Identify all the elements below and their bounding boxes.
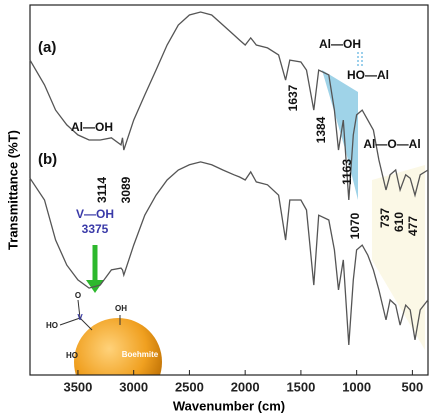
x-tick-label: 500 — [402, 379, 424, 394]
annotation: V—OH — [76, 207, 114, 221]
boehmite-sphere — [74, 318, 162, 375]
series-label: (a) — [38, 39, 56, 56]
peak-label: 3089 — [119, 176, 133, 203]
peak-label: 1637 — [286, 84, 300, 111]
annotation: Al—OH — [71, 120, 113, 134]
x-axis-label: Wavenumber (cm) — [173, 398, 285, 413]
annotation: Al—O—Al — [363, 137, 420, 151]
x-tick-label: 3500 — [63, 379, 92, 394]
x-tick-label: 1000 — [342, 379, 371, 394]
x-tick-label: 2000 — [231, 379, 260, 394]
annotation: Al—OH — [319, 37, 361, 51]
inset-label: O — [75, 291, 81, 300]
x-tick-label: 3000 — [119, 379, 148, 394]
y-axis-label: Transmittance (%T) — [5, 130, 20, 250]
peak-label: 1070 — [348, 212, 362, 239]
peak-label: 477 — [406, 216, 420, 236]
inset-label: OH — [115, 304, 127, 313]
peak-label: 3114 — [95, 177, 109, 203]
peak-label: 610 — [392, 212, 406, 232]
bond — [77, 299, 81, 319]
series-line — [29, 11, 429, 201]
inset-label: HO — [46, 321, 58, 330]
inset-label: Boehmite — [122, 350, 159, 359]
series-label: (b) — [38, 151, 57, 168]
bond — [59, 317, 81, 326]
x-tick-label: 2500 — [175, 379, 204, 394]
x-tick-label: 1500 — [286, 379, 315, 394]
shaded-region — [372, 165, 425, 350]
series-line — [29, 161, 429, 346]
plot-frame — [29, 4, 429, 376]
inset-label: V — [77, 313, 83, 322]
annotation: HO—Al — [347, 68, 389, 82]
peak-label: 3375 — [82, 222, 109, 236]
inset — [59, 299, 162, 375]
inset-label: HO — [66, 351, 78, 360]
peak-label: 1384 — [314, 116, 328, 143]
peak-label: 737 — [378, 208, 392, 228]
bond — [79, 317, 93, 331]
peak-label: 1163 — [340, 159, 354, 185]
shaded-region — [322, 70, 358, 200]
